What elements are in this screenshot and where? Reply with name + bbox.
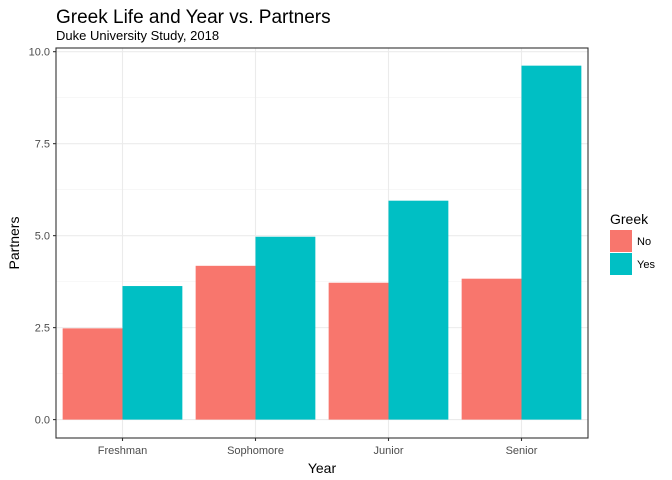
bar-sophomore-yes (255, 236, 316, 420)
legend: Greek No Yes (610, 211, 655, 275)
legend-items: No Yes (610, 230, 655, 275)
y-tick-label: 7.5 (35, 139, 50, 151)
bar-junior-yes (388, 200, 449, 420)
plot-area (55, 47, 589, 439)
legend-label-yes: Yes (637, 259, 655, 271)
bar-senior-yes (521, 65, 582, 420)
legend-title: Greek (610, 211, 649, 227)
bar-senior-no (461, 278, 522, 420)
chart-title: Greek Life and Year vs. Partners (56, 7, 331, 28)
x-axis-title: Year (308, 460, 337, 476)
plot-border (55, 47, 589, 439)
bars (62, 65, 582, 420)
legend-key-no (610, 230, 632, 252)
x-tick-label: Junior (374, 445, 404, 457)
y-axis-title: Partners (6, 217, 22, 270)
x-tick-label: Sophomore (227, 445, 284, 457)
bar-sophomore-no (195, 265, 256, 420)
y-tick-label: 10.0 (29, 47, 50, 59)
y-axis: 0.0 2.5 5.0 7.5 10.0 (29, 47, 56, 427)
y-tick-label: 0.0 (35, 415, 50, 427)
chart-subtitle: Duke University Study, 2018 (56, 28, 219, 43)
x-tick-label: Senior (506, 445, 538, 457)
legend-key-yes (610, 253, 632, 275)
y-tick-label: 5.0 (35, 231, 50, 243)
bar-freshman-no (62, 328, 123, 420)
bar-junior-no (328, 282, 389, 420)
y-tick-label: 2.5 (35, 323, 50, 335)
x-tick-label: Freshman (98, 445, 148, 457)
x-axis: Freshman Sophomore Junior Senior (98, 438, 538, 457)
legend-label-no: No (637, 236, 651, 248)
bar-freshman-yes (122, 286, 183, 420)
